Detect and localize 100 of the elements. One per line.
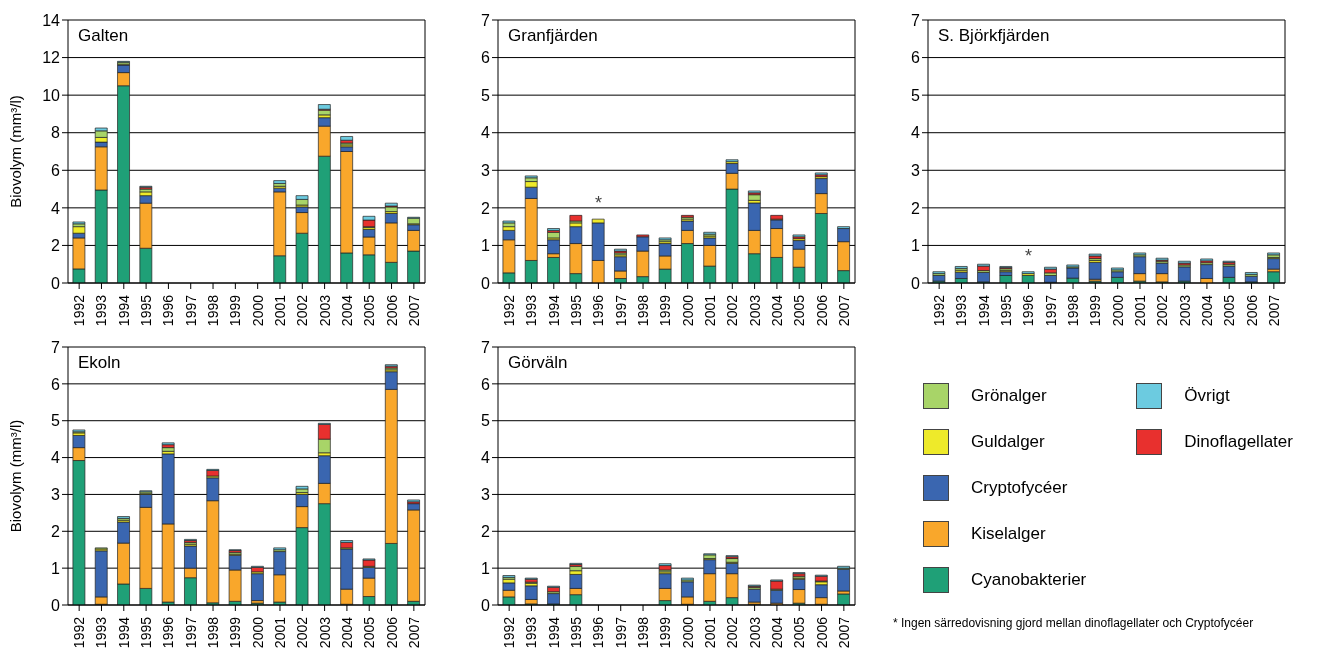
chart-title: Granfjärden bbox=[508, 26, 598, 46]
x-tick-label: 2005 bbox=[791, 616, 808, 649]
x-tick-label: 2002 bbox=[1154, 294, 1171, 327]
y-tick-label: 0 bbox=[51, 596, 61, 614]
y-tick-label: 2 bbox=[51, 237, 61, 255]
x-tick-label: 2000 bbox=[679, 616, 696, 649]
x-tick-label: 1998 bbox=[205, 294, 222, 327]
legend-label: Övrigt bbox=[1184, 386, 1230, 406]
y-tick-label: 3 bbox=[481, 161, 491, 179]
y-tick-label: 14 bbox=[42, 11, 61, 29]
y-tick-label: 2 bbox=[481, 199, 491, 217]
x-tick-label: 1999 bbox=[657, 616, 674, 649]
x-tick-label: 1992 bbox=[501, 294, 518, 327]
x-tick-label: 2001 bbox=[271, 616, 288, 649]
x-tick-label: 1994 bbox=[975, 294, 992, 327]
x-tick-label: 1994 bbox=[545, 616, 562, 649]
x-tick-label: 2001 bbox=[1131, 294, 1148, 327]
x-tick-label: 2002 bbox=[724, 616, 741, 649]
x-tick-label: 1995 bbox=[568, 616, 585, 649]
y-tick-label: 7 bbox=[481, 11, 491, 29]
x-tick-label: 1993 bbox=[93, 616, 110, 649]
y-tick-label: 8 bbox=[51, 124, 61, 142]
x-tick-label: 1995 bbox=[138, 294, 155, 327]
x-tick-label: 1999 bbox=[227, 616, 244, 649]
x-tick-label: 2007 bbox=[835, 294, 852, 327]
x-tick-label: 2005 bbox=[1221, 294, 1238, 327]
y-tick-label: 1 bbox=[51, 559, 61, 577]
x-tick-label: 1992 bbox=[71, 616, 88, 649]
y-tick-label: 2 bbox=[911, 199, 921, 217]
y-tick-label: 3 bbox=[911, 161, 921, 179]
x-tick-label: 1999 bbox=[657, 294, 674, 327]
y-tick-label: 4 bbox=[481, 124, 491, 142]
x-tick-label: 2004 bbox=[338, 616, 355, 649]
x-tick-label: 2001 bbox=[701, 616, 718, 649]
annotation: * bbox=[1024, 245, 1032, 266]
x-tick-label: 1999 bbox=[227, 294, 244, 327]
y-tick-label: 0 bbox=[51, 274, 61, 292]
x-tick-label: 2001 bbox=[701, 294, 718, 327]
y-tick-label: 7 bbox=[51, 338, 61, 356]
x-tick-label: 2004 bbox=[768, 294, 785, 327]
y-axis-title: Biovolym (mm³/l) bbox=[7, 95, 25, 208]
y-tick-label: 5 bbox=[481, 412, 491, 430]
x-tick-label: 1997 bbox=[182, 616, 199, 649]
x-tick-label: 1996 bbox=[1020, 294, 1037, 327]
x-tick-label: 2006 bbox=[813, 294, 830, 327]
y-tick-label: 0 bbox=[481, 596, 491, 614]
x-tick-label: 2007 bbox=[1265, 294, 1282, 327]
x-tick-label: 2000 bbox=[249, 294, 266, 327]
x-tick-label: 2000 bbox=[249, 616, 266, 649]
legend-label: Dinoflagellater bbox=[1184, 432, 1293, 452]
x-tick-label: 1997 bbox=[612, 616, 629, 649]
text: * Ingen särredovisning gjord mellan dinoflagellater och Cryptofycéer bbox=[893, 616, 1255, 630]
x-tick-label: 2005 bbox=[791, 294, 808, 327]
x-tick-label: 1998 bbox=[635, 294, 652, 327]
x-tick-label: 2000 bbox=[679, 294, 696, 327]
x-tick-label: 2005 bbox=[361, 294, 378, 327]
y-tick-label: 7 bbox=[911, 11, 921, 29]
x-tick-label: 1998 bbox=[635, 616, 652, 649]
y-tick-label: 6 bbox=[911, 49, 921, 67]
x-tick-label: 2006 bbox=[383, 616, 400, 649]
annotation: * bbox=[594, 193, 602, 214]
x-tick-label: 2002 bbox=[294, 294, 311, 327]
y-tick-label: 2 bbox=[481, 522, 491, 540]
x-tick-label: 1997 bbox=[612, 294, 629, 327]
y-tick-label: 1 bbox=[481, 237, 491, 255]
y-tick-label: 5 bbox=[51, 412, 61, 430]
x-tick-label: 2002 bbox=[294, 616, 311, 649]
x-tick-label: 1997 bbox=[1042, 294, 1059, 327]
x-tick-label: 1995 bbox=[568, 294, 585, 327]
x-tick-label: 1992 bbox=[501, 616, 518, 649]
y-tick-label: 1 bbox=[911, 237, 921, 255]
legend-label: Guldalger bbox=[971, 432, 1045, 452]
x-tick-label: 1993 bbox=[953, 294, 970, 327]
y-tick-label: 12 bbox=[42, 49, 61, 67]
x-tick-label: 1998 bbox=[1065, 294, 1082, 327]
x-tick-label: 1993 bbox=[523, 616, 540, 649]
x-tick-label: 2003 bbox=[746, 616, 763, 649]
x-tick-label: 1992 bbox=[71, 294, 88, 327]
chart-title: S. Björkfjärden bbox=[938, 26, 1050, 46]
x-tick-label: 1999 bbox=[1087, 294, 1104, 327]
y-tick-label: 0 bbox=[481, 274, 491, 292]
x-tick-label: 1995 bbox=[998, 294, 1015, 327]
x-tick-label: 2007 bbox=[405, 616, 422, 649]
y-tick-label: 1 bbox=[481, 559, 491, 577]
chart-title: Galten bbox=[78, 26, 129, 46]
x-tick-label: 1993 bbox=[523, 294, 540, 327]
x-tick-label: 1994 bbox=[545, 294, 562, 327]
x-tick-label: 1994 bbox=[115, 294, 132, 327]
x-tick-label: 1996 bbox=[160, 294, 177, 327]
x-tick-label: 1996 bbox=[590, 616, 607, 649]
x-tick-label: 2003 bbox=[1176, 294, 1193, 327]
x-tick-label: 2003 bbox=[746, 294, 763, 327]
x-tick-label: 2007 bbox=[405, 294, 422, 327]
legend-label: Cryptofycéer bbox=[971, 478, 1068, 498]
y-tick-label: 6 bbox=[481, 49, 491, 67]
x-tick-label: 1992 bbox=[931, 294, 948, 327]
x-tick-label: 2004 bbox=[338, 294, 355, 327]
y-tick-label: 6 bbox=[51, 375, 61, 393]
chart-title: Görväln bbox=[508, 353, 568, 373]
x-tick-label: 2006 bbox=[1243, 294, 1260, 327]
